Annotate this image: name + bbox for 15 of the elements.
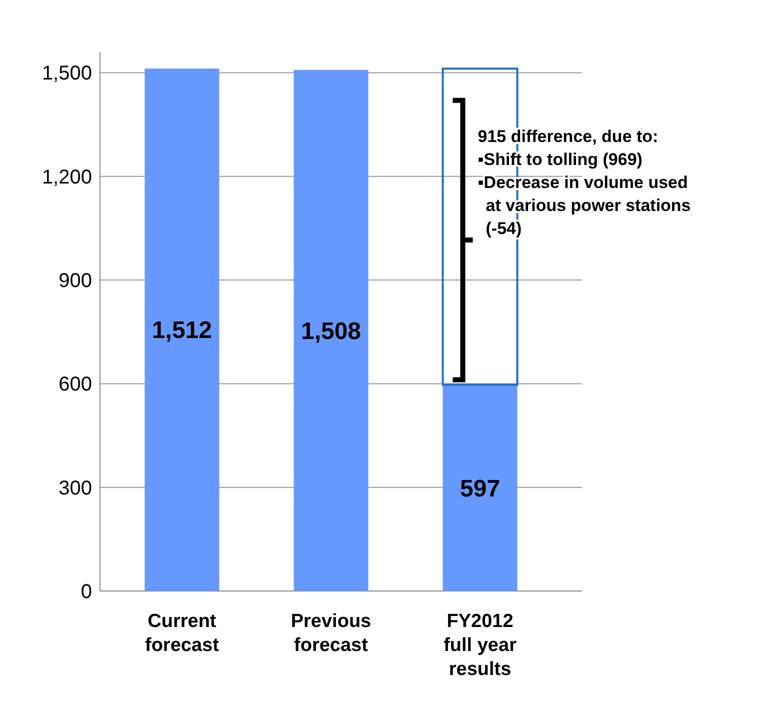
- x-tick-label: Current forecast: [145, 611, 220, 656]
- y-tick-label: 0: [80, 581, 92, 603]
- y-tick-label: 1,500: [42, 62, 92, 85]
- data-label: 1,512: [152, 317, 212, 344]
- data-label: 1,508: [300, 318, 362, 345]
- x-tick-label: Previous forecast: [290, 611, 372, 656]
- y-tick-label: 900: [58, 270, 92, 292]
- bar: [294, 70, 368, 591]
- y-tick-label: 600: [58, 374, 92, 396]
- data-label: 597: [460, 475, 500, 502]
- bar: [442, 384, 518, 591]
- y-tick-label: 1,200: [42, 166, 92, 188]
- y-tick-label: 300: [58, 477, 92, 500]
- x-tick-label: FY2012 full year results: [444, 611, 518, 680]
- bar: [144, 68, 220, 591]
